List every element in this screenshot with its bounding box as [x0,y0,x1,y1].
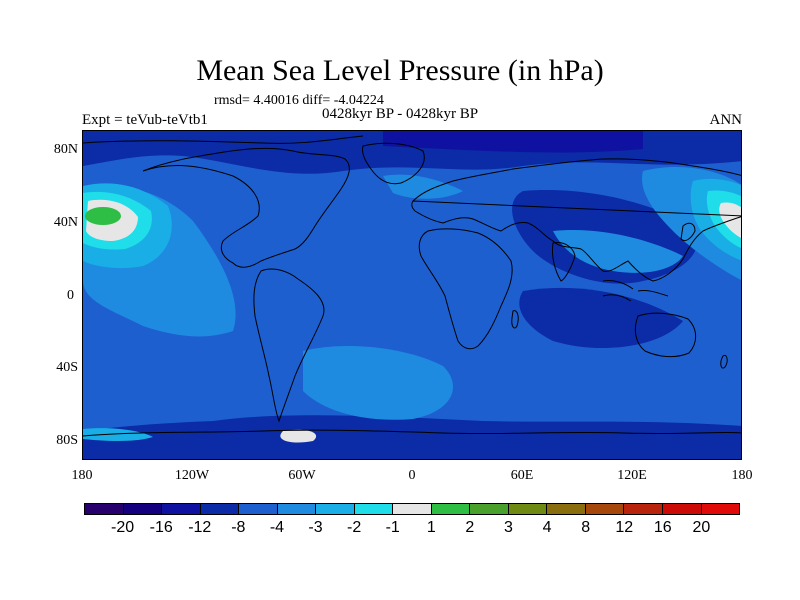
colorbar-swatch [624,504,663,514]
colorbar-swatch [277,504,317,514]
map-title: Mean Sea Level Pressure (in hPa) [196,54,604,87]
period-subtitle: 0428kyr BP - 0428kyr BP [322,106,479,122]
y-tick-label: 40S [56,360,78,375]
stats-label: rmsd= 4.40016 diff= -4.04224 [214,93,384,108]
y-tick-label: 80N [53,142,78,157]
colorbar-label: 2 [465,519,475,536]
y-tick-label: 0 [67,288,74,303]
x-tick-label: 0 [408,468,416,483]
colorbar-label: -3 [308,519,323,536]
colorbar-label: 1 [426,519,436,536]
colorbar-label: 4 [542,519,552,536]
colorbar-swatch [585,504,625,514]
colorbar-label: 8 [581,519,591,536]
colorbar-swatch [508,504,548,514]
colorbar-label: -20 [111,519,135,536]
colorbar-swatch [431,504,471,514]
colorbar-swatch [200,504,240,514]
colorbar-label: 3 [504,519,513,536]
colorbar-label: -12 [188,519,212,536]
season-label: ANN [709,112,743,128]
colorbar-swatch [701,504,740,514]
y-tick-label: 40N [53,215,78,230]
colorbar-label: 16 [653,519,672,536]
colorbar-swatch [662,504,702,514]
colorbar-swatch [547,504,586,514]
x-tick-label: 120E [617,468,647,483]
colorbar-label: 12 [615,519,634,536]
colorbar-swatch [85,504,124,514]
colorbar-label: -2 [346,519,362,536]
x-tick-label: 120W [174,468,210,483]
colorbar-swatch [123,504,163,514]
colorbar-label: 20 [692,519,711,536]
colorbar-label: -8 [231,519,246,536]
colorbar-swatch [162,504,201,514]
x-tick-label: 180 [71,468,93,483]
colorbar-swatch [316,504,355,514]
y-tick-label: 80S [56,433,78,448]
colorbar-label: -1 [385,519,400,536]
x-tick-label: 60W [288,468,316,483]
x-tick-label: 180 [731,468,753,483]
x-tick-label: 60E [510,468,534,483]
map-field [83,131,741,459]
experiment-label: Expt = teVub-teVtb1 [82,112,208,128]
colorbar-swatch [239,504,278,514]
colorbar [84,503,740,515]
pressure-map [82,130,742,460]
colorbar-label: -16 [149,519,173,536]
colorbar-label: -4 [269,519,285,536]
colorbar-swatch [354,504,394,514]
colorbar-swatch [393,504,432,514]
colorbar-swatch [470,504,509,514]
